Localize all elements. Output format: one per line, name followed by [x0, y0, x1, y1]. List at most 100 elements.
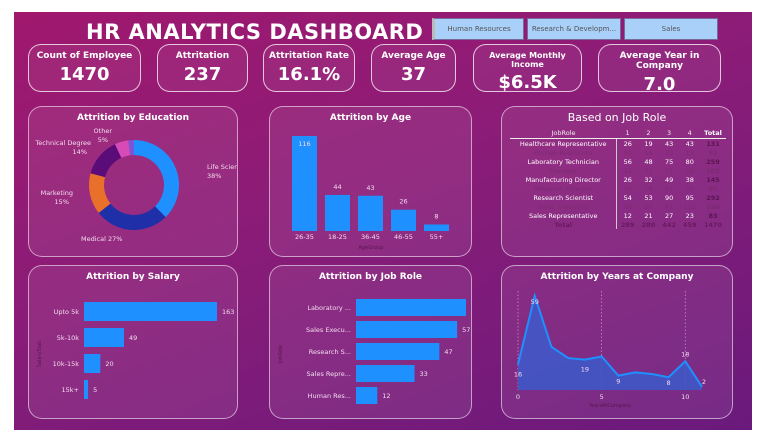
table-cell: 145 — [706, 175, 720, 184]
table-cell: 459 — [682, 220, 697, 229]
data-label: 9 — [616, 378, 620, 386]
age-bar-chart: 116 26-35 44 18-25 43 36-45 26 46-55 8 55+ AgeGrou… — [292, 136, 449, 251]
x-tick-label: 18-25 — [328, 233, 347, 241]
table-cell: Human Resources — [510, 148, 618, 157]
table-cell: Sales Representative — [510, 211, 618, 220]
table-cell: 112 — [683, 202, 696, 211]
table-cell: 27 — [664, 211, 674, 220]
table-cell: 280 — [641, 220, 656, 229]
donut-slice — [134, 140, 179, 218]
y-tick-label: Human Res... — [308, 392, 351, 400]
table-cell: 15 — [623, 184, 632, 193]
data-label: 59 — [531, 298, 539, 306]
bar — [84, 354, 101, 373]
slice-percent: 15% — [55, 198, 69, 206]
table-cell: 21 — [644, 211, 653, 220]
table-cell: Manager — [510, 166, 618, 175]
table-row: Sales Executive 69 54 91 112 326 — [510, 202, 726, 211]
table-cell: 19 — [644, 139, 653, 148]
table-cell: 102 — [706, 166, 720, 175]
slice-percent: 38% — [207, 172, 221, 180]
page-title: HR ANALYTICS DASHBOARD — [86, 20, 424, 44]
kpi-value: 7.0 — [643, 74, 676, 95]
data-label: 116 — [298, 140, 310, 148]
donut-slice — [128, 140, 134, 156]
table-total-row: Total 289 280 442 459 1470 — [510, 220, 726, 229]
kpi-label: Average Year in Company — [619, 51, 700, 71]
table-cell: 54 — [623, 193, 632, 202]
chart-title: Attrition by Education — [76, 113, 190, 123]
column-header: 4 — [679, 128, 701, 139]
slice-label: Life Sciences — [207, 163, 238, 171]
data-label: 43 — [366, 184, 374, 192]
table-cell: 75 — [664, 157, 674, 166]
panel-attrition-by-education: Attrition by Education Life Sciences38% M… — [28, 106, 238, 257]
y-tick-label: Sales Repre... — [307, 370, 351, 378]
jobrole-bar-chart: Laboratory ... 62 Sales Execu... 57 Research… — [278, 299, 470, 404]
column-header: JobRole — [510, 128, 617, 139]
y-axis-title: SalarySlab — [37, 341, 43, 368]
panel-attrition-by-age: Attrition by Age 116 26-35 44 18-25 43 36-45 2… — [269, 106, 472, 257]
table-cell: Total — [510, 220, 618, 229]
job-role-matrix: JobRole 1 2 3 4 Total Healthcare Representativ… — [510, 128, 726, 229]
donut-slice — [115, 140, 131, 158]
slicer-research-development[interactable]: Research & Developm... — [527, 18, 621, 40]
table-cell: 80 — [708, 184, 718, 193]
x-tick-label: 55+ — [430, 233, 444, 241]
table-cell: 292 — [706, 193, 720, 202]
area-line — [517, 292, 703, 388]
kpi-label: Average Age — [381, 51, 446, 61]
bar — [84, 328, 124, 347]
table-row: Research Director 15 16 27 22 80 — [510, 184, 726, 193]
table-cell: 90 — [664, 193, 674, 202]
y-tick-label: 15k+ — [62, 386, 79, 394]
x-tick-label: 0 — [516, 393, 520, 401]
table-cell: 13 — [664, 148, 674, 157]
table-row: Manufacturing Director 26 32 49 38 145 — [510, 175, 726, 184]
table-cell: 43 — [685, 139, 694, 148]
bar — [356, 365, 415, 382]
table-cell: 16 — [644, 184, 653, 193]
table-cell: 22 — [685, 184, 694, 193]
column-header: 1 — [616, 128, 639, 139]
kpi-value: 16.1% — [277, 64, 341, 85]
slicer-sales[interactable]: Sales — [624, 18, 718, 40]
table-cell: 23 — [685, 211, 694, 220]
data-label: 47 — [444, 348, 452, 356]
x-tick-label: 5 — [600, 393, 604, 401]
bar — [356, 343, 440, 360]
x-tick-label: 10 — [681, 393, 689, 401]
donut-slice — [89, 173, 111, 213]
data-label: 16 — [514, 370, 522, 378]
age-bar — [391, 209, 416, 231]
data-label: 5 — [93, 386, 97, 394]
table-cell: 21 — [644, 166, 653, 175]
table-cell: 13 — [685, 148, 694, 157]
age-bar — [424, 224, 449, 231]
x-tick-label: 36-45 — [361, 233, 380, 241]
data-label: 20 — [105, 360, 113, 368]
slice-percent: 14% — [73, 148, 87, 156]
bar — [356, 299, 466, 316]
y-tick-label: Upto 5k — [54, 308, 80, 316]
y-tick-label: Sales Execu... — [306, 326, 351, 334]
age-bar — [325, 194, 350, 231]
table-cell: Research Director — [510, 184, 618, 193]
table-cell: 259 — [706, 157, 720, 166]
x-tick-label: 26-35 — [295, 233, 314, 241]
bar — [356, 387, 378, 404]
table-row: Research Scientist 54 53 90 95 292 — [510, 193, 726, 202]
slicer-human-resources[interactable]: Human Resources — [432, 18, 524, 40]
years-area-chart: 0 5 10 16 59 19 9 8 18 2 YearsAtCompany — [514, 291, 706, 409]
table-cell: 52 — [708, 148, 718, 157]
table-cell: 289 — [621, 220, 635, 229]
area-fill — [518, 295, 702, 390]
table-title: Based on Job Role — [567, 111, 667, 124]
bar — [356, 321, 458, 338]
table-row: Manager 21 21 27 33 102 — [510, 166, 726, 175]
data-label: 57 — [462, 326, 470, 334]
kpi-attrition: Attritation 237 — [157, 44, 248, 92]
table-cell: 95 — [685, 193, 694, 202]
y-tick-label: 10k-15k — [53, 360, 80, 368]
